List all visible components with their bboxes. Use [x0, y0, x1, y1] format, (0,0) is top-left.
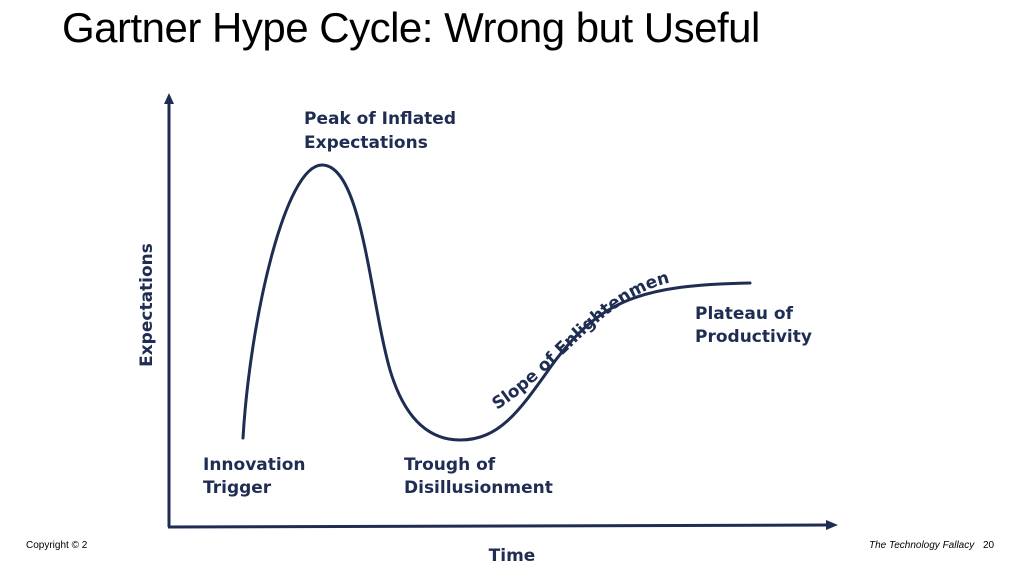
phase-label-trough-line-2: Disillusionment — [404, 478, 553, 498]
hype-curve — [241, 163, 752, 442]
phase-label-plateau-line-2: Productivity — [695, 327, 812, 347]
phase-label-slope: Slope of Enlightenment — [0, 0, 672, 414]
footer-page-number: 20 — [983, 540, 995, 551]
y-axis-arrowhead — [164, 93, 174, 104]
x-axis-label: Time — [489, 546, 536, 566]
x-axis — [167, 523, 829, 529]
phase-label-innovation-trigger: Innovation Trigger — [203, 455, 306, 498]
phase-label-peak: Peak of Inflated Expectations — [304, 109, 456, 153]
footer-copyright: Copyright © 2 — [26, 540, 88, 551]
phase-label-slope-text: Slope of Enlightenment — [0, 0, 672, 414]
y-axis-label: Expectations — [137, 243, 157, 367]
phase-label-trough: Trough of Disillusionment — [404, 455, 553, 498]
phase-label-plateau-line-1: Plateau of — [695, 304, 794, 324]
x-axis-arrowhead — [826, 520, 838, 530]
phase-label-trough-line-1: Trough of — [404, 455, 496, 475]
phase-label-innovation-trigger-line-2: Trigger — [203, 478, 272, 498]
slide-title: Gartner Hype Cycle: Wrong but Useful — [62, 4, 760, 51]
phase-label-innovation-trigger-line-1: Innovation — [203, 455, 306, 475]
axes — [164, 93, 838, 530]
phase-label-peak-line-2: Expectations — [304, 133, 428, 153]
phase-label-plateau: Plateau of Productivity — [695, 304, 812, 347]
footer-book-title: The Technology Fallacy — [869, 540, 975, 551]
phase-label-peak-line-1: Peak of Inflated — [304, 109, 456, 129]
